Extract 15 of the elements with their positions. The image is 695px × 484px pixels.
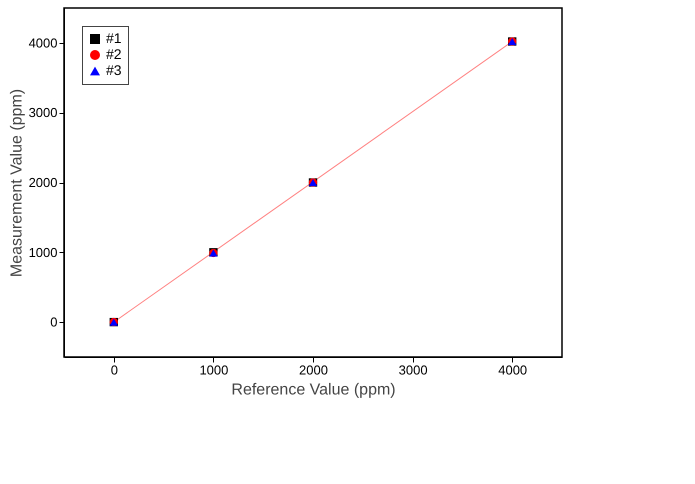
x-tick-label: 2000 bbox=[299, 362, 328, 378]
y-tick-label: 0 bbox=[50, 314, 58, 330]
y-tick-label: 4000 bbox=[28, 35, 58, 50]
legend-label: #1 bbox=[106, 30, 122, 46]
y-axis-title: Measurement Value (ppm) bbox=[8, 88, 26, 278]
x-axis-title: Reference Value (ppm) bbox=[231, 382, 396, 398]
x-tick-label: 0 bbox=[110, 362, 118, 378]
y-tick-label: 3000 bbox=[28, 105, 58, 120]
legend-label: #2 bbox=[106, 46, 122, 62]
x-tick-label: 3000 bbox=[398, 362, 428, 378]
y-tick-label: 2000 bbox=[28, 175, 58, 190]
x-tick-label: 1000 bbox=[199, 362, 228, 378]
legend-label: #3 bbox=[106, 62, 122, 78]
x-tick-label: 4000 bbox=[498, 362, 528, 378]
y-tick-label: 1000 bbox=[28, 244, 58, 260]
